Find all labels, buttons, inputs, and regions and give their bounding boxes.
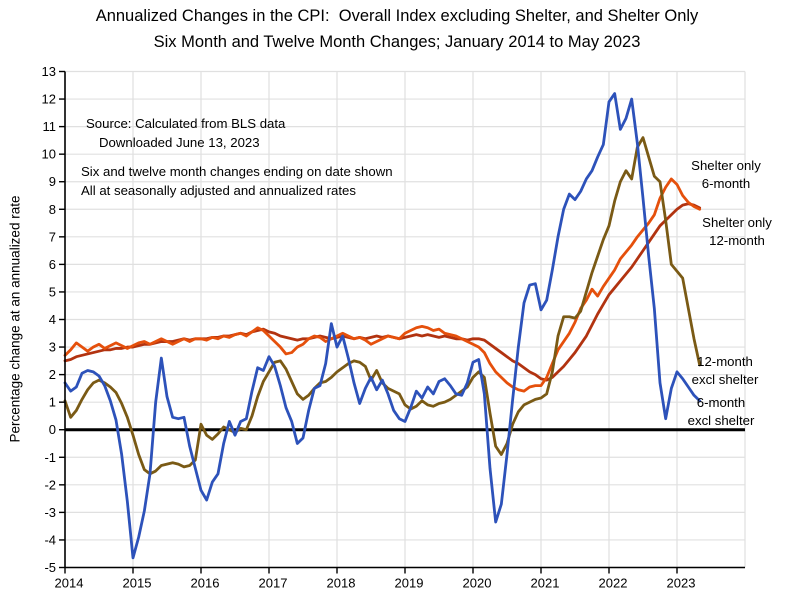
y-tick-label-6: 6 bbox=[49, 257, 56, 272]
x-tick-label-2017: 2017 bbox=[259, 576, 288, 591]
series-line-shelter-only-6-month bbox=[63, 177, 702, 393]
chart-title-line1: Annualized Changes in the CPI: Overall I… bbox=[95, 7, 699, 25]
y-tick-label-4: 4 bbox=[49, 312, 56, 327]
methodology-note-line2: All at seasonally adjusted and annualize… bbox=[81, 183, 356, 198]
x-tick-label-2014: 2014 bbox=[55, 576, 84, 591]
y-tick-label-10: 10 bbox=[42, 147, 56, 162]
series-label-text: 6-month bbox=[696, 395, 746, 410]
y-tick-label-9: 9 bbox=[49, 174, 56, 189]
x-tick-label-2021: 2021 bbox=[531, 576, 560, 591]
y-tick-label-11: 11 bbox=[43, 119, 57, 134]
y-tick-label-7: 7 bbox=[49, 229, 56, 244]
series-label-shelter-12-month: Shelter only 12-month bbox=[652, 214, 794, 249]
y-tick-label-1: 1 bbox=[49, 395, 56, 410]
x-tick-label-2019: 2019 bbox=[395, 576, 424, 591]
y-axis-label: Percentage change at an annualized rate bbox=[7, 195, 23, 443]
y-tick-label--4: -4 bbox=[44, 532, 56, 547]
series-label-12-month-excl-shelter: 12-month excl shelter bbox=[640, 353, 794, 388]
y-tick-label--5: -5 bbox=[44, 560, 56, 575]
series-label-text: Shelter only bbox=[691, 158, 761, 173]
y-tick-label--1: -1 bbox=[44, 450, 56, 465]
x-tick-label-2020: 2020 bbox=[463, 576, 492, 591]
x-tick-label-2015: 2015 bbox=[123, 576, 152, 591]
series-label-text: Shelter only bbox=[702, 215, 772, 230]
y-tick-label-12: 12 bbox=[42, 92, 56, 107]
series-label-text: excl shelter bbox=[691, 371, 759, 387]
chart-title-line2: Six Month and Twelve Month Changes; Janu… bbox=[153, 33, 641, 51]
series-label-shelter-6-month: Shelter only 6-month bbox=[641, 157, 794, 192]
series-label-text: 12-month bbox=[709, 232, 765, 248]
y-tick-label--2: -2 bbox=[44, 477, 56, 492]
series-line-6-month-excl-shelter bbox=[63, 92, 702, 560]
x-tick-label-2022: 2022 bbox=[599, 576, 628, 591]
x-tick-label-2016: 2016 bbox=[191, 576, 220, 591]
x-tick-label-2018: 2018 bbox=[327, 576, 356, 591]
series-label-text: 6-month bbox=[701, 175, 751, 191]
source-note-line2: Downloaded June 13, 2023 bbox=[99, 135, 260, 150]
y-tick-label-3: 3 bbox=[49, 340, 56, 355]
y-tick-label-2: 2 bbox=[49, 367, 56, 382]
y-tick-label-5: 5 bbox=[49, 284, 56, 299]
series-label-6-month-excl-shelter: 6-month excl shelter bbox=[636, 394, 794, 429]
y-tick-label--3: -3 bbox=[44, 505, 56, 520]
methodology-note-line1: Six and twelve month changes ending on d… bbox=[81, 164, 393, 179]
y-tick-label-0: 0 bbox=[49, 422, 56, 437]
x-tick-label-2023: 2023 bbox=[667, 576, 696, 591]
series-label-text: 12-month bbox=[697, 354, 753, 369]
source-note-line1: Source: Calculated from BLS data bbox=[86, 116, 286, 131]
y-tick-label-8: 8 bbox=[49, 202, 56, 217]
y-tick-label-13: 13 bbox=[42, 64, 56, 79]
series-label-text: excl shelter bbox=[687, 412, 755, 428]
